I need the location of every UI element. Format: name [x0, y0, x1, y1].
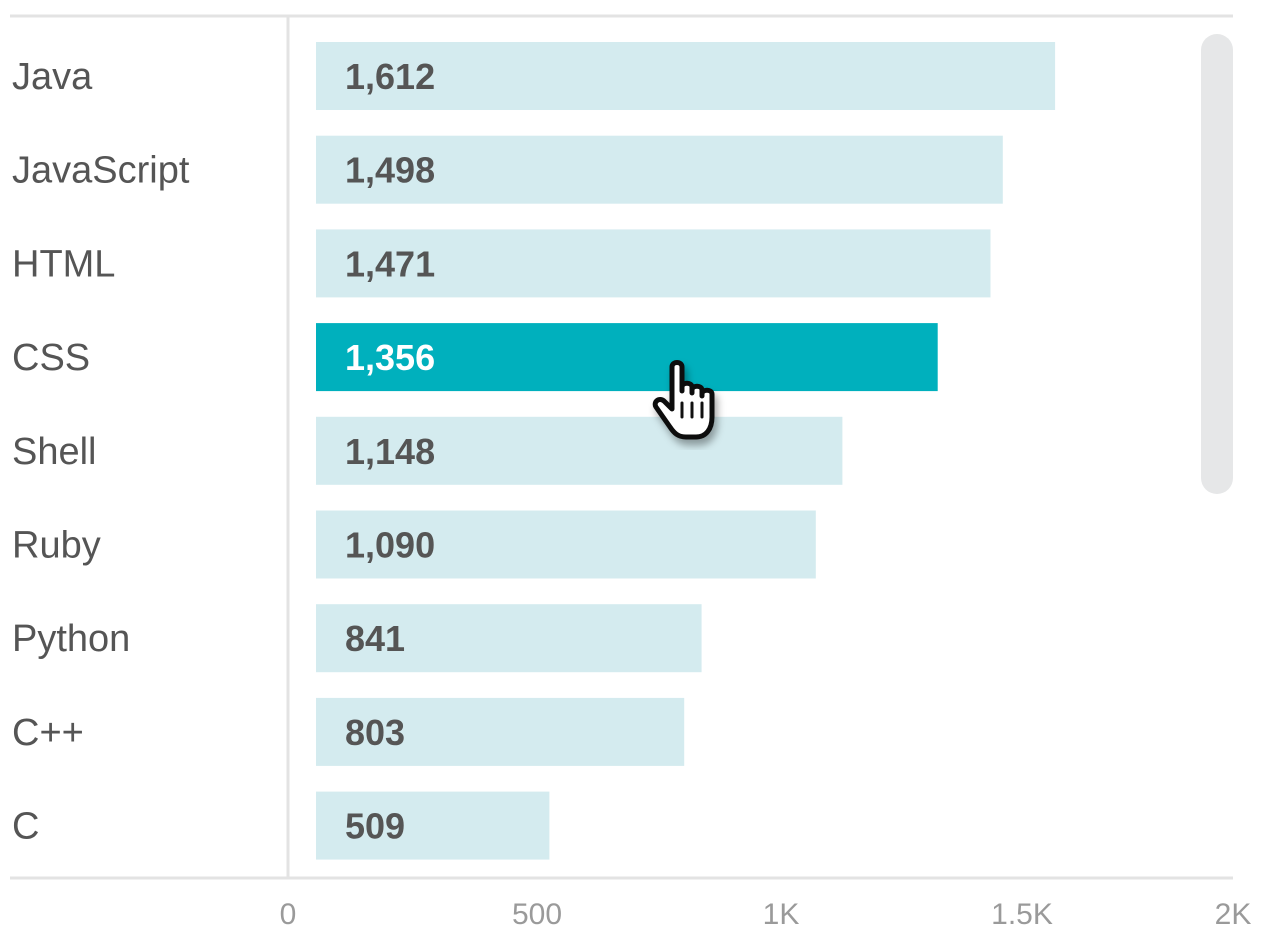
category-label-css: CSS — [12, 337, 90, 379]
scrollbar-thumb[interactable] — [1201, 34, 1233, 494]
category-label-java: Java — [12, 56, 93, 98]
category-labels-layer: Java JavaScript HTML CSS Shell Ruby Python C++ C — [12, 56, 190, 848]
category-label-javascript: JavaScript — [12, 150, 190, 192]
x-tick-label: 0 — [280, 898, 297, 931]
bar-html[interactable] — [316, 229, 991, 298]
category-label-c: C — [12, 806, 39, 848]
bar-ruby[interactable] — [316, 510, 816, 579]
bar-value-label-python: 841 — [345, 618, 405, 659]
bar-css[interactable] — [316, 323, 938, 392]
category-label-ruby: Ruby — [12, 525, 101, 567]
bar-value-label-ruby: 1,090 — [345, 525, 435, 566]
bar-value-label-html: 1,471 — [345, 243, 435, 284]
x-tick-label: 1.5K — [991, 898, 1053, 931]
bar-value-label-javascript: 1,498 — [345, 150, 435, 191]
bar-value-label-shell: 1,148 — [345, 431, 435, 472]
bar-value-label-cplusplus: 803 — [345, 712, 405, 753]
bars-layer: 1,612 1,498 1,471 1,356 1,148 1,090 841 803 509 — [316, 42, 1056, 860]
x-ticks-layer: 0 500 1K 1.5K 2K — [280, 898, 1252, 931]
x-tick-label: 1K — [763, 898, 800, 931]
bar-javascript[interactable] — [316, 135, 1003, 204]
x-tick-label: 500 — [512, 898, 562, 931]
bar-value-label-css: 1,356 — [345, 337, 435, 378]
category-label-cplusplus: C++ — [12, 712, 84, 754]
bar-c[interactable] — [316, 791, 550, 860]
bar-cplusplus[interactable] — [316, 697, 685, 766]
category-label-shell: Shell — [12, 431, 97, 473]
bar-shell[interactable] — [316, 416, 843, 485]
category-label-html: HTML — [12, 243, 115, 285]
bar-value-label-c: 509 — [345, 806, 405, 847]
category-label-python: Python — [12, 618, 130, 660]
bar-value-label-java: 1,612 — [345, 56, 435, 97]
bar-java[interactable] — [316, 42, 1056, 110]
x-tick-label: 2K — [1215, 898, 1252, 931]
bar-python[interactable] — [316, 604, 702, 673]
